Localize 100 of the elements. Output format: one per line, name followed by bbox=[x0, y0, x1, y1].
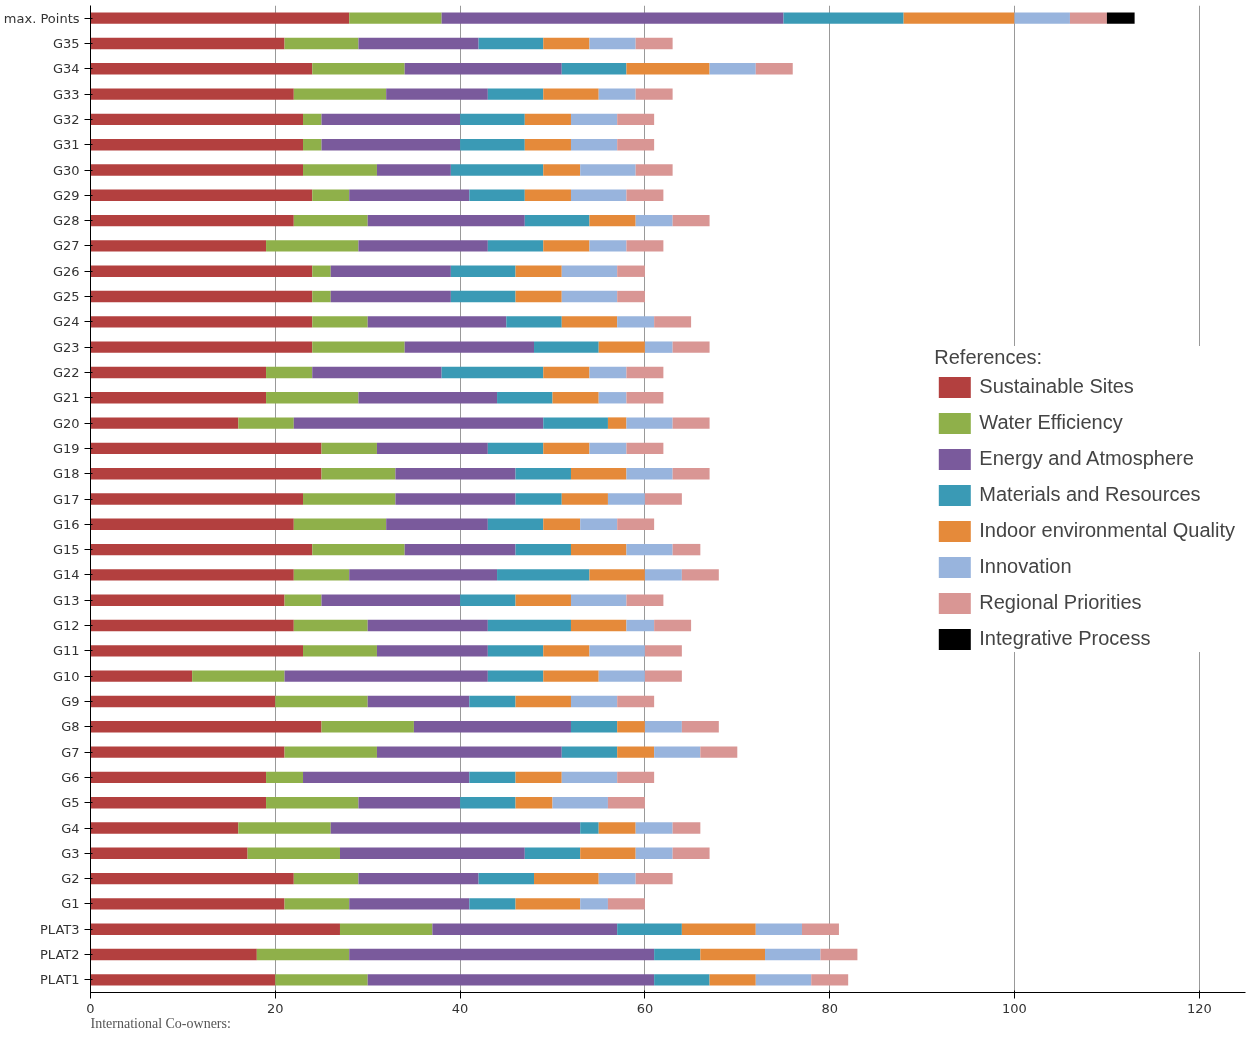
bar bbox=[589, 645, 645, 657]
bar bbox=[367, 619, 488, 632]
bar bbox=[90, 164, 304, 176]
bar bbox=[570, 543, 627, 556]
y-tick-label: G6 bbox=[61, 769, 80, 785]
bar bbox=[607, 493, 645, 505]
y-tick-label: G28 bbox=[52, 213, 80, 229]
bar bbox=[90, 645, 304, 657]
bar bbox=[284, 898, 350, 910]
bar bbox=[626, 63, 710, 75]
bar bbox=[626, 619, 655, 632]
bar bbox=[321, 139, 461, 151]
y-tick-label: G9 bbox=[61, 693, 80, 709]
bar bbox=[755, 923, 802, 935]
bar bbox=[90, 797, 267, 809]
bar bbox=[515, 493, 562, 505]
bar bbox=[90, 113, 304, 126]
bar bbox=[644, 569, 682, 581]
bar bbox=[672, 847, 710, 859]
y-tick-label: G26 bbox=[52, 263, 80, 279]
bar bbox=[441, 366, 544, 379]
bar bbox=[598, 822, 636, 834]
bar bbox=[460, 139, 525, 151]
text: International Co-owners: bbox=[90, 1015, 231, 1031]
bar bbox=[709, 63, 756, 75]
bar bbox=[580, 847, 636, 859]
bar bbox=[617, 113, 655, 126]
bar bbox=[339, 847, 525, 859]
bar bbox=[543, 518, 581, 530]
y-tick-label: G19 bbox=[52, 440, 80, 456]
y-tick-label: max. Points bbox=[3, 10, 80, 26]
y-tick-label: G21 bbox=[52, 390, 80, 406]
bar bbox=[644, 341, 673, 353]
bar bbox=[404, 543, 516, 556]
x-tick-label: 60 bbox=[636, 1000, 654, 1016]
legend-label: Materials and Resources bbox=[979, 483, 1201, 506]
bar bbox=[90, 721, 322, 733]
bar bbox=[617, 695, 655, 708]
bar bbox=[90, 847, 248, 859]
y-tick-label: G11 bbox=[52, 643, 80, 659]
bar bbox=[635, 214, 673, 227]
bar bbox=[654, 316, 692, 328]
bar bbox=[90, 265, 313, 277]
bar bbox=[654, 948, 701, 961]
bar bbox=[589, 442, 627, 455]
bar bbox=[404, 341, 535, 353]
bar bbox=[598, 341, 645, 353]
bar bbox=[607, 898, 645, 910]
bar bbox=[469, 771, 516, 784]
y-tick-label: G24 bbox=[52, 314, 80, 330]
bar bbox=[441, 12, 784, 24]
bar bbox=[358, 37, 479, 50]
bar bbox=[90, 872, 294, 885]
bar bbox=[598, 872, 636, 885]
legend-label: Integrative Process bbox=[979, 627, 1151, 650]
bar bbox=[367, 974, 655, 986]
bar bbox=[460, 594, 516, 606]
bar bbox=[90, 695, 276, 708]
y-tick-label: G35 bbox=[52, 35, 80, 51]
bar bbox=[284, 746, 377, 758]
bar bbox=[450, 265, 516, 277]
bar bbox=[524, 113, 571, 126]
bar bbox=[672, 822, 701, 834]
bar bbox=[700, 746, 738, 758]
bar bbox=[672, 468, 710, 480]
y-tick-label: G2 bbox=[61, 871, 80, 887]
y-tick-label: G17 bbox=[52, 491, 80, 507]
legend-label: Innovation bbox=[979, 555, 1072, 578]
bar bbox=[358, 392, 498, 404]
y-tick-label: G18 bbox=[52, 466, 80, 482]
bar bbox=[709, 974, 756, 986]
bar bbox=[90, 37, 285, 50]
bar bbox=[534, 872, 599, 885]
bar bbox=[358, 797, 461, 809]
x-tick-label: 120 bbox=[1186, 1000, 1212, 1016]
x-tick-label: 20 bbox=[267, 1000, 284, 1016]
bar bbox=[617, 265, 645, 277]
bar bbox=[90, 63, 313, 75]
bar bbox=[644, 670, 682, 682]
bar bbox=[312, 543, 405, 556]
bar bbox=[644, 645, 682, 657]
legend-label: Energy and Atmosphere bbox=[979, 447, 1194, 470]
bar bbox=[589, 240, 627, 252]
bar bbox=[589, 366, 627, 379]
y-tick-label: G20 bbox=[52, 415, 80, 431]
bar bbox=[543, 417, 608, 429]
bar bbox=[543, 37, 590, 50]
bar bbox=[811, 974, 849, 986]
bar bbox=[570, 695, 618, 708]
bar bbox=[570, 594, 627, 606]
bar bbox=[90, 619, 294, 632]
bar bbox=[617, 923, 682, 935]
bar bbox=[90, 594, 285, 606]
bar bbox=[303, 771, 470, 784]
bar bbox=[303, 113, 322, 126]
bar bbox=[681, 721, 719, 733]
bar bbox=[312, 265, 331, 277]
bar bbox=[672, 417, 710, 429]
bar bbox=[487, 240, 544, 252]
y-tick-label: G16 bbox=[52, 516, 80, 532]
